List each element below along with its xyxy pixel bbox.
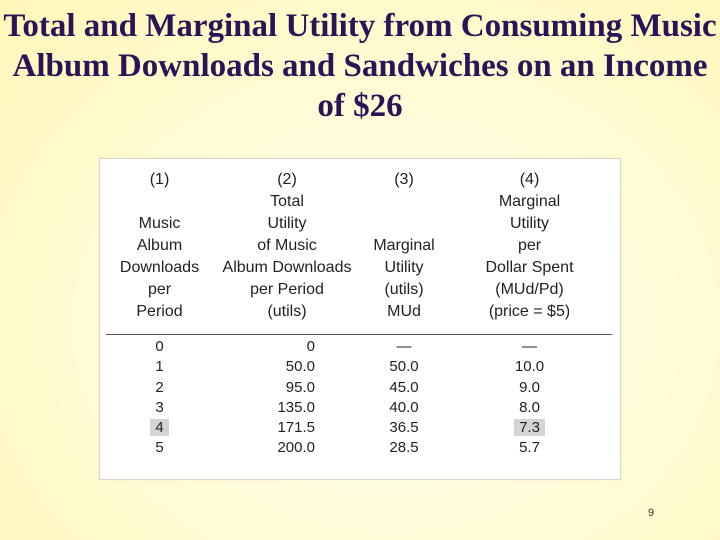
column-header-total-utility: (2) Total Utility of Music Album Downloa… <box>213 169 361 323</box>
column-header-mu-per-dollar: (4) Marginal Utility per Dollar Spent (M… <box>447 169 612 323</box>
total-utility-value: 135.0 <box>277 398 315 416</box>
downloads-cell: 4 <box>106 418 213 438</box>
total-utility-value: 200.0 <box>277 439 315 457</box>
page-number: 9 <box>648 507 655 519</box>
header-line: Music <box>138 215 181 232</box>
total-utility-value: 50.0 <box>285 358 315 376</box>
marginal-utility-cell: 50.0 <box>389 358 419 376</box>
downloads-cell: 3 <box>155 398 164 416</box>
marginal-utility-cell: 40.0 <box>389 398 419 416</box>
table-row: 3 135.0 40.0 8.0 <box>106 398 612 418</box>
total-utility-cell: 171.5 <box>213 418 361 438</box>
total-utility-cell: 50.0 <box>213 357 361 377</box>
header-line: per <box>517 237 542 254</box>
mu-per-dollar-cell: — <box>522 338 537 355</box>
marginal-utility-cell: 36.5 <box>389 419 419 437</box>
header-line: Utility <box>267 215 307 232</box>
header-line: Album <box>136 237 183 254</box>
mu-per-dollar-cell: 5.7 <box>519 439 540 457</box>
column-header-marginal-utility: (3) Marginal Utility (utils) MUd <box>361 169 447 323</box>
marginal-utility-cell: — <box>396 338 412 355</box>
header-line: (price = $5) <box>488 303 571 320</box>
header-line: per <box>147 281 172 298</box>
total-utility-cell: 200.0 <box>213 438 361 458</box>
total-utility-cell: 135.0 <box>213 398 361 418</box>
downloads-cell: 0 <box>155 338 164 355</box>
table-header-row: (1) Music Album Downloads per Period (2)… <box>106 169 612 323</box>
table-row: 1 50.0 50.0 10.0 <box>106 357 612 377</box>
mu-per-dollar-cell: 9.0 <box>519 378 540 396</box>
table-row: 0 0 — — <box>106 337 612 357</box>
header-line: of Music <box>257 237 317 254</box>
mu-per-dollar-cell: 7.3 <box>447 418 612 438</box>
mu-per-dollar-cell: 10.0 <box>514 358 545 376</box>
column-number: (1) <box>149 171 170 188</box>
header-line <box>361 213 447 235</box>
header-line: Total <box>270 193 304 210</box>
column-number: (2) <box>277 171 297 188</box>
header-line: Marginal <box>498 193 561 210</box>
header-line: per Period <box>250 281 324 298</box>
header-line: Album Downloads <box>222 259 352 276</box>
table-row: 5 200.0 28.5 5.7 <box>106 438 612 458</box>
header-rule-row <box>106 323 612 337</box>
column-number: (4) <box>519 171 540 188</box>
highlighted-mu-per-dollar-value: 7.3 <box>514 419 545 437</box>
header-line <box>361 191 447 213</box>
total-utility-cell: 95.0 <box>213 378 361 398</box>
mu-per-dollar-cell: 8.0 <box>519 398 540 416</box>
downloads-cell: 2 <box>155 378 164 396</box>
total-utility-value: 95.0 <box>285 378 315 396</box>
header-line: Downloads <box>119 259 200 276</box>
marginal-utility-cell: 28.5 <box>389 439 419 457</box>
total-utility-cell: 0 <box>213 337 361 357</box>
utility-table-panel: (1) Music Album Downloads per Period (2)… <box>99 158 621 480</box>
header-line: Dollar Spent <box>485 259 574 276</box>
header-line: (MUd/Pd) <box>495 281 564 298</box>
header-line: Utility <box>509 215 550 232</box>
column-header-downloads: (1) Music Album Downloads per Period <box>106 169 213 323</box>
total-utility-value: 0 <box>306 338 315 355</box>
header-line: Utility <box>384 259 424 276</box>
header-line: MUd <box>387 303 421 320</box>
table-row: 2 95.0 45.0 9.0 <box>106 378 612 398</box>
downloads-cell: 1 <box>155 358 164 376</box>
header-line: (utils) <box>384 281 424 298</box>
total-utility-value: 171.5 <box>277 419 315 437</box>
header-divider <box>106 333 612 335</box>
column-number: (3) <box>394 171 414 188</box>
highlighted-downloads-value: 4 <box>150 419 169 437</box>
downloads-cell: 5 <box>155 439 164 457</box>
header-line: (utils) <box>267 303 307 320</box>
header-line <box>106 191 213 213</box>
table-row-highlighted: 4 171.5 36.5 7.3 <box>106 418 612 438</box>
header-line: Marginal <box>373 237 435 254</box>
marginal-utility-cell: 45.0 <box>389 378 419 396</box>
header-line: Period <box>136 303 183 320</box>
slide-title: Total and Marginal Utility from Consumin… <box>3 8 717 124</box>
utility-table: (1) Music Album Downloads per Period (2)… <box>106 169 612 459</box>
